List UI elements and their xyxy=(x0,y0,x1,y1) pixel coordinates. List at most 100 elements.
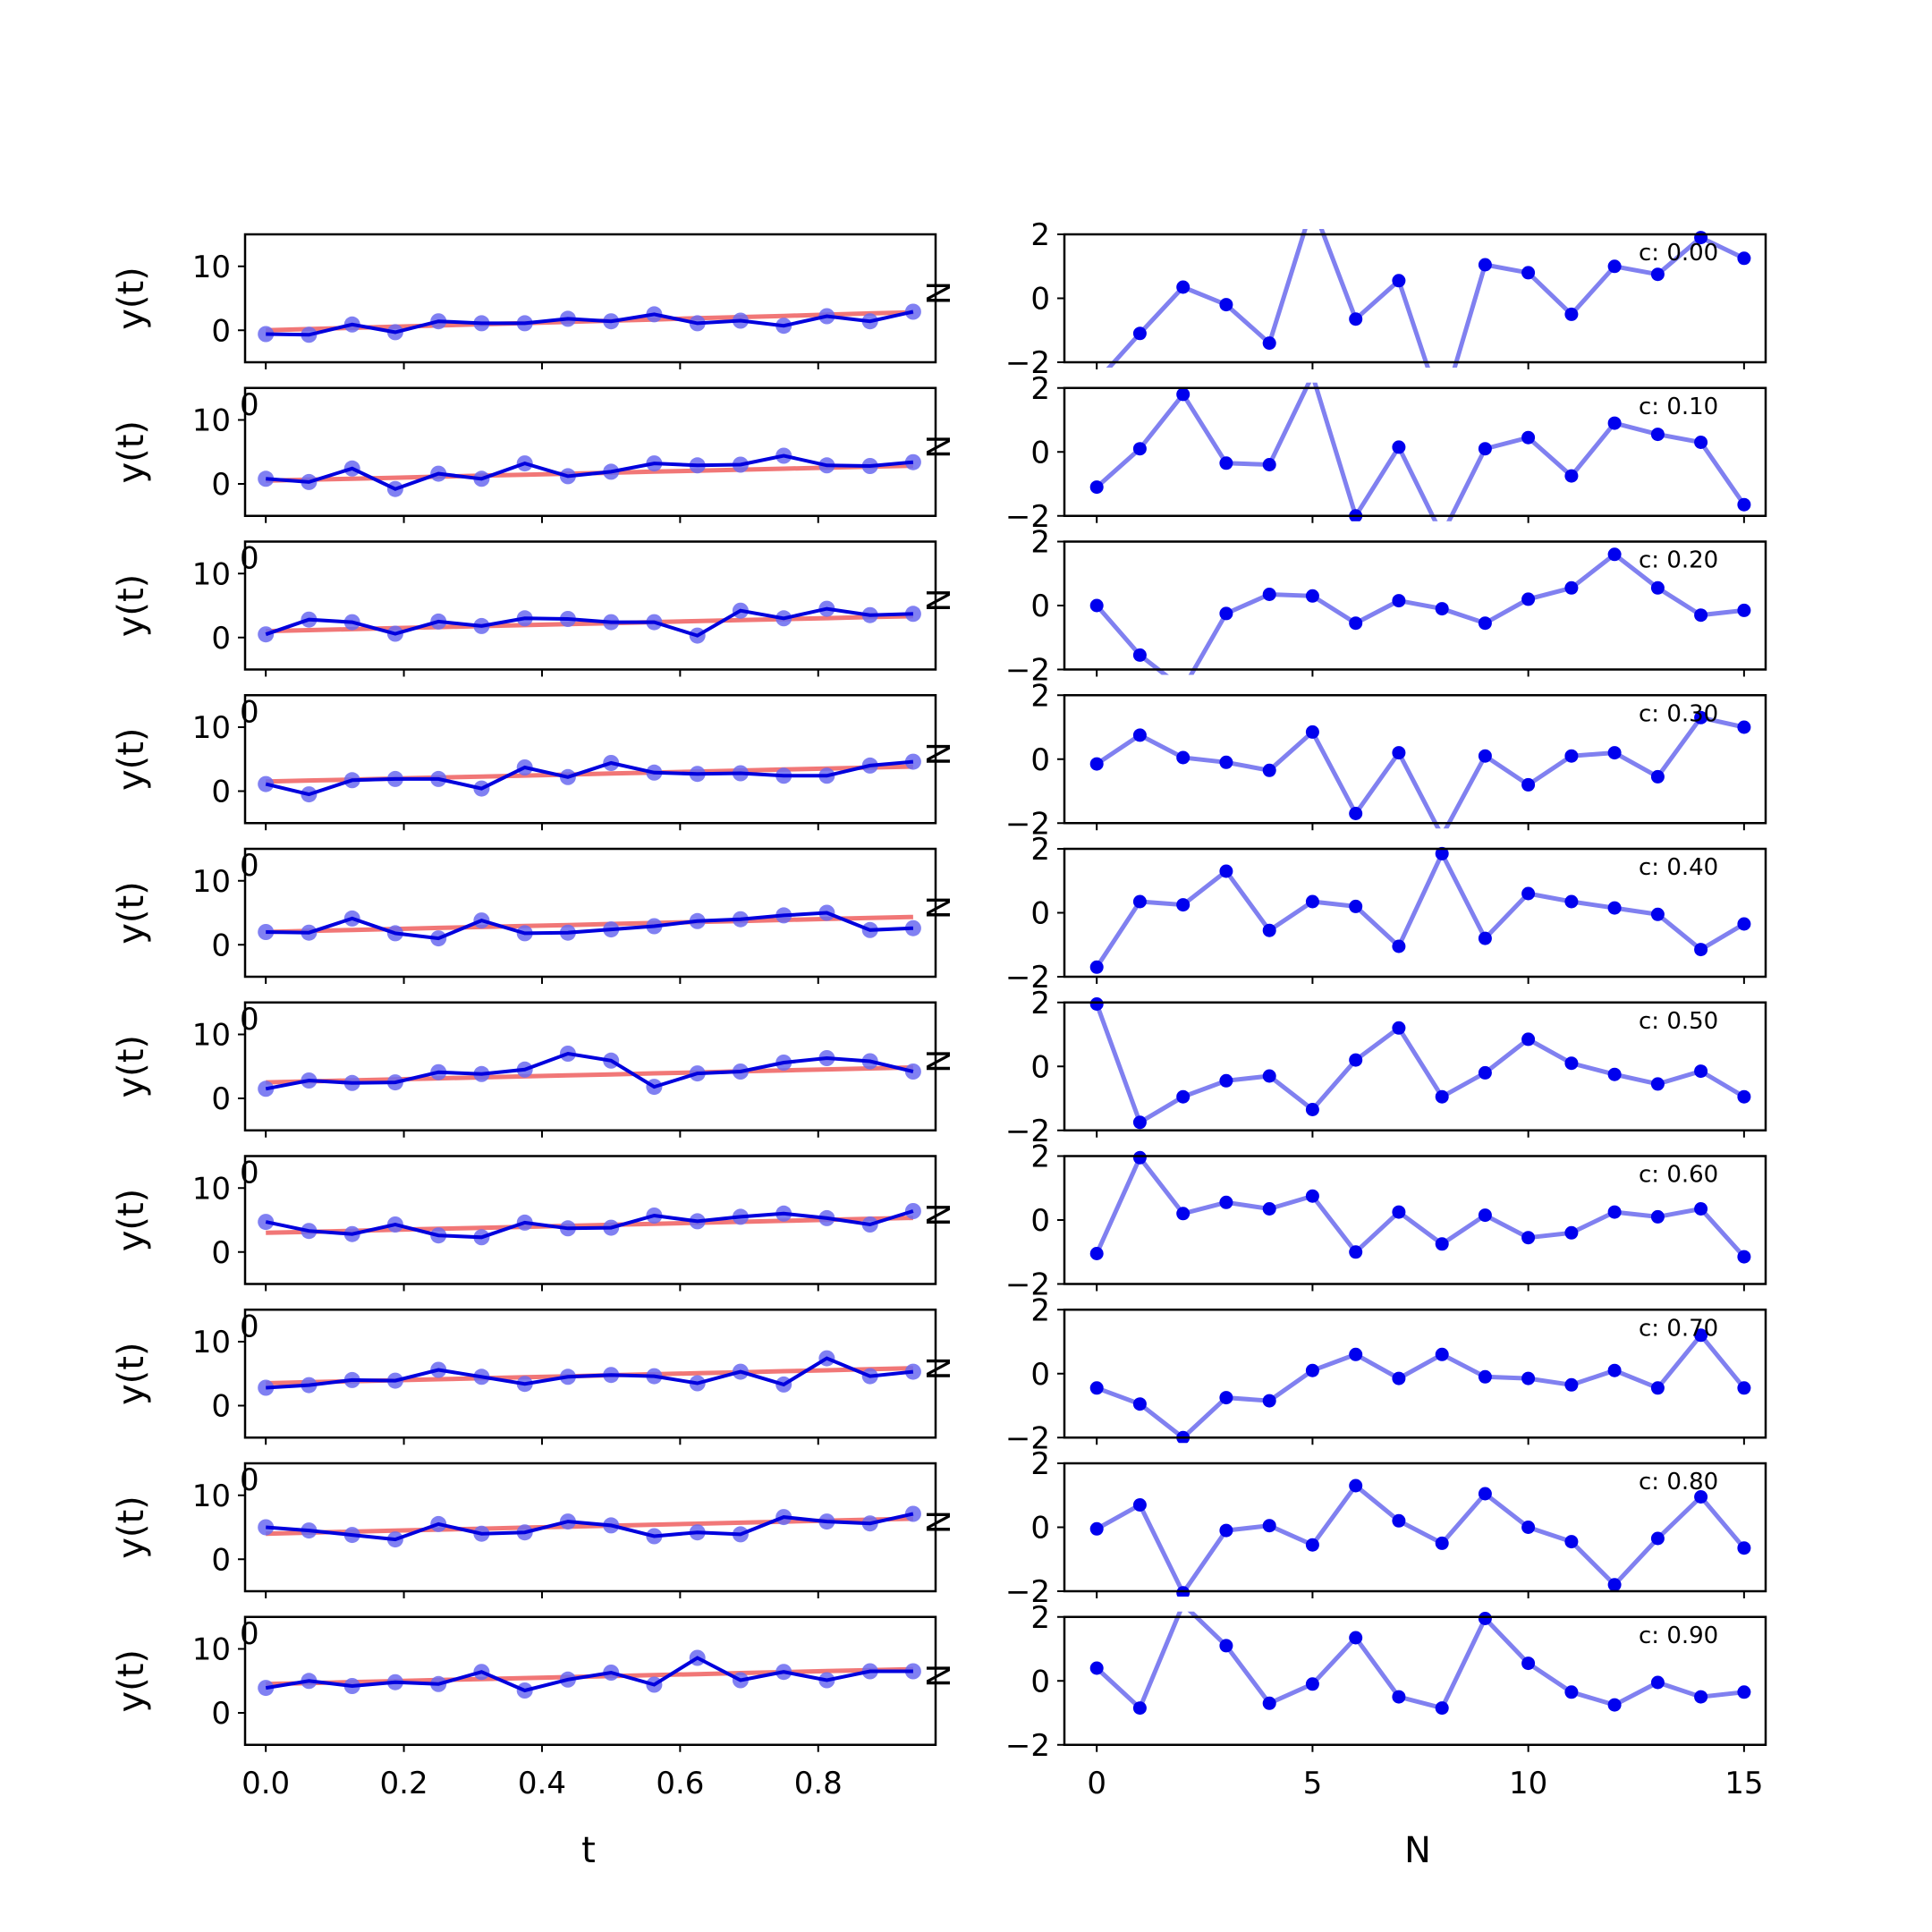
residual-line xyxy=(1095,551,1745,675)
residual-panel: Nc: 0.40 −2 0 2 xyxy=(921,832,1767,996)
residual-point xyxy=(1176,280,1191,294)
y-tick-label: 2 xyxy=(1030,678,1050,714)
residual-panel: Nc: 0.90 −2 0 2 0 5 10 15 xyxy=(921,1600,1767,1801)
residual-point xyxy=(1089,757,1104,771)
residual-point xyxy=(1478,258,1492,272)
residual-point xyxy=(1132,1701,1147,1716)
residual-point xyxy=(1262,458,1276,471)
overlapping-tick-fragment: 0 xyxy=(240,694,259,730)
y-tick-label: 10 xyxy=(192,1325,231,1360)
c-value-annotation: c: 0.60 xyxy=(1639,1162,1718,1189)
residual-point xyxy=(1349,1053,1363,1067)
residual-point xyxy=(1521,1657,1536,1671)
residual-point xyxy=(1262,1202,1276,1216)
c-value-annotation: c: 0.40 xyxy=(1639,854,1718,881)
y-tick-label: −2 xyxy=(1005,345,1050,381)
residual-point xyxy=(1737,1685,1751,1699)
residual-point xyxy=(1607,1578,1622,1592)
y-axis-label: N xyxy=(921,895,958,919)
residual-point xyxy=(1262,1696,1276,1710)
y-tick-label: 0 xyxy=(1030,282,1050,318)
residual-point xyxy=(1219,755,1233,769)
residual-point xyxy=(1607,416,1622,430)
plot-area xyxy=(1089,1328,1751,1444)
y-tick-label: 0 xyxy=(211,621,231,657)
residual-point xyxy=(1607,1698,1622,1712)
residual-point xyxy=(1262,336,1276,351)
plot-area xyxy=(258,1046,921,1097)
y-axis-label: y(t) xyxy=(111,1035,152,1098)
data-line xyxy=(265,1656,913,1693)
x-tick-label: 0 xyxy=(1087,1766,1106,1801)
residual-point xyxy=(1219,1523,1233,1538)
residual-point xyxy=(1694,1690,1708,1704)
data-line xyxy=(266,453,914,491)
trend-line xyxy=(266,1516,913,1537)
residual-line xyxy=(1094,1153,1746,1258)
y-tick-label: 0 xyxy=(211,313,231,349)
time-series-panel: 0 10 y(t) xyxy=(111,233,937,369)
residual-line xyxy=(1095,1611,1745,1712)
plot-area xyxy=(1089,1611,1751,1716)
plot-area xyxy=(258,1203,921,1246)
residual-point xyxy=(1737,1089,1751,1104)
residual-point xyxy=(1132,442,1147,456)
residual-line xyxy=(1095,1482,1746,1597)
y-tick-label: −2 xyxy=(1005,1114,1050,1149)
residual-point xyxy=(1262,588,1276,601)
x-tick-label: 0.8 xyxy=(794,1766,843,1801)
residual-point xyxy=(1478,616,1492,631)
residual-point xyxy=(1435,1089,1449,1104)
residual-point xyxy=(1392,1371,1406,1385)
residual-point xyxy=(1521,777,1536,792)
y-tick-label: 2 xyxy=(1030,217,1050,253)
residual-point xyxy=(1478,1369,1492,1384)
x-tick-label: 5 xyxy=(1303,1766,1323,1801)
residual-point xyxy=(1564,1535,1579,1549)
residual-point xyxy=(1694,1490,1708,1504)
residual-point xyxy=(1607,259,1622,274)
y-tick-label: 10 xyxy=(192,403,231,439)
x-tick-label: 0.2 xyxy=(380,1766,428,1801)
axes-frame xyxy=(243,1309,937,1439)
residual-point xyxy=(1694,1064,1708,1079)
residual-point xyxy=(1435,1347,1449,1361)
overlapping-tick-fragment: 0 xyxy=(240,1309,259,1344)
residual-line xyxy=(1106,229,1745,368)
c-value-annotation: c: 0.50 xyxy=(1639,1008,1718,1035)
residual-point xyxy=(1737,1250,1751,1264)
y-axis-label: y(t) xyxy=(111,574,152,638)
residual-point xyxy=(1435,1536,1449,1550)
residual-point xyxy=(1737,497,1751,512)
residual-line xyxy=(1095,715,1745,829)
residual-panel: Nc: 0.10 −2 0 2 xyxy=(921,371,1767,535)
residual-line xyxy=(1094,1003,1746,1126)
residual-point xyxy=(1262,1394,1276,1408)
axes-frame xyxy=(243,386,937,517)
plot-area xyxy=(258,447,921,497)
residual-point xyxy=(1607,1067,1622,1081)
y-tick-label: 10 xyxy=(192,710,231,746)
residual-panel: Nc: 0.70 −2 0 2 xyxy=(921,1292,1767,1456)
residual-point xyxy=(1564,1377,1579,1392)
residual-point xyxy=(1349,1479,1363,1493)
plot-area xyxy=(258,1649,921,1699)
residual-point xyxy=(1132,1397,1147,1411)
residual-point xyxy=(1564,749,1579,763)
residual-point xyxy=(1132,1498,1147,1512)
data-line xyxy=(266,309,914,337)
y-tick-label: 0 xyxy=(1030,1357,1050,1393)
plot-area xyxy=(1089,846,1751,974)
data-line xyxy=(266,911,913,941)
residual-point xyxy=(1219,1073,1233,1088)
overlapping-tick-fragment: 0 xyxy=(240,848,259,884)
residual-point xyxy=(1132,894,1147,909)
residual-point xyxy=(1349,1347,1363,1361)
residual-point xyxy=(1132,1150,1147,1165)
residual-point xyxy=(1176,1089,1191,1104)
residual-point xyxy=(1262,763,1276,777)
